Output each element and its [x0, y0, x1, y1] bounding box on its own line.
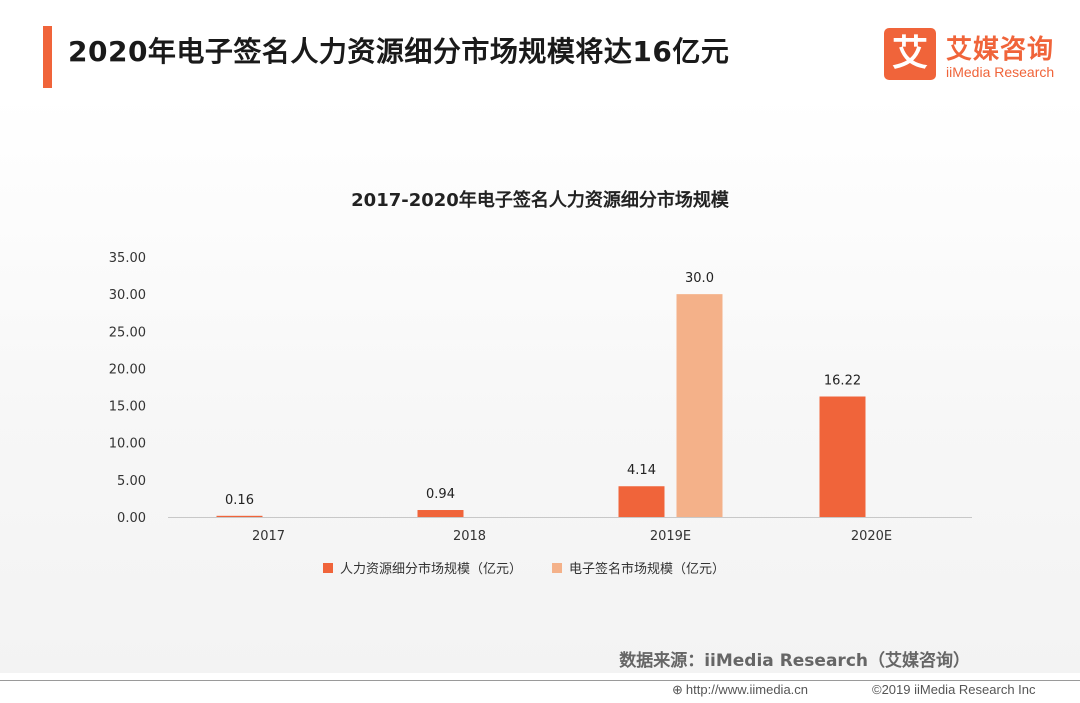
footer-divider — [0, 680, 1080, 681]
x-tick-label: 2017 — [252, 529, 285, 544]
data-label: 16.22 — [824, 374, 861, 389]
bar-hr-market — [216, 515, 263, 517]
title-accent-bar — [43, 26, 52, 88]
x-tick-label: 2020E — [851, 529, 892, 544]
x-tick-label: 2019E — [650, 529, 691, 544]
page-title: 2020年电子签名人力资源细分市场规模将达16亿元 — [68, 35, 730, 68]
y-tick-label: 35.00 — [109, 251, 146, 266]
footer-url[interactable]: ⊕ http://www.iimedia.cn — [672, 682, 808, 698]
y-tick-label: 30.00 — [109, 288, 146, 303]
y-tick-label: 5.00 — [117, 474, 146, 489]
data-source: 数据来源：iiMedia Research（艾媒咨询） — [619, 651, 970, 671]
bar-hr-market — [417, 510, 464, 517]
bar-esign-market — [676, 294, 723, 517]
legend-swatch — [323, 563, 333, 573]
footer-url-text: http://www.iimedia.cn — [685, 682, 809, 697]
y-tick-label: 0.00 — [117, 511, 146, 526]
legend-label: 人力资源细分市场规模（亿元） — [340, 561, 522, 577]
legend-swatch — [552, 563, 563, 573]
x-tick-label: 2018 — [453, 529, 486, 544]
y-tick-label: 25.00 — [109, 325, 146, 340]
y-tick-label: 20.00 — [109, 362, 146, 377]
y-tick-label: 10.00 — [109, 437, 146, 452]
data-label: 0.94 — [426, 487, 455, 502]
globe-icon: ⊕ — [672, 682, 683, 697]
iimedia-logo: 艾 艾媒咨询 iiMedia Research — [884, 28, 1064, 84]
data-label: 30.0 — [685, 271, 714, 286]
chart-background — [0, 95, 1080, 673]
bar-hr-market — [618, 486, 665, 517]
chart-title: 2017-2020年电子签名人力资源细分市场规模 — [351, 190, 729, 211]
data-label: 4.14 — [627, 463, 656, 478]
bar-chart: 0.00 5.00 10.00 15.00 20.00 25.00 30.00 35.00 20… — [109, 251, 972, 577]
data-label: 0.16 — [225, 493, 254, 508]
legend-label: 电子签名市场规模（亿元） — [569, 561, 725, 577]
footer-copyright: ©2019 iiMedia Research Inc — [872, 682, 1036, 697]
logo-english-name: iiMedia Research — [946, 64, 1055, 80]
bar-hr-market — [819, 396, 866, 517]
y-tick-label: 15.00 — [109, 400, 146, 415]
logo-mark-icon: 艾 — [884, 28, 936, 80]
logo-chinese-name: 艾媒咨询 — [946, 35, 1055, 65]
